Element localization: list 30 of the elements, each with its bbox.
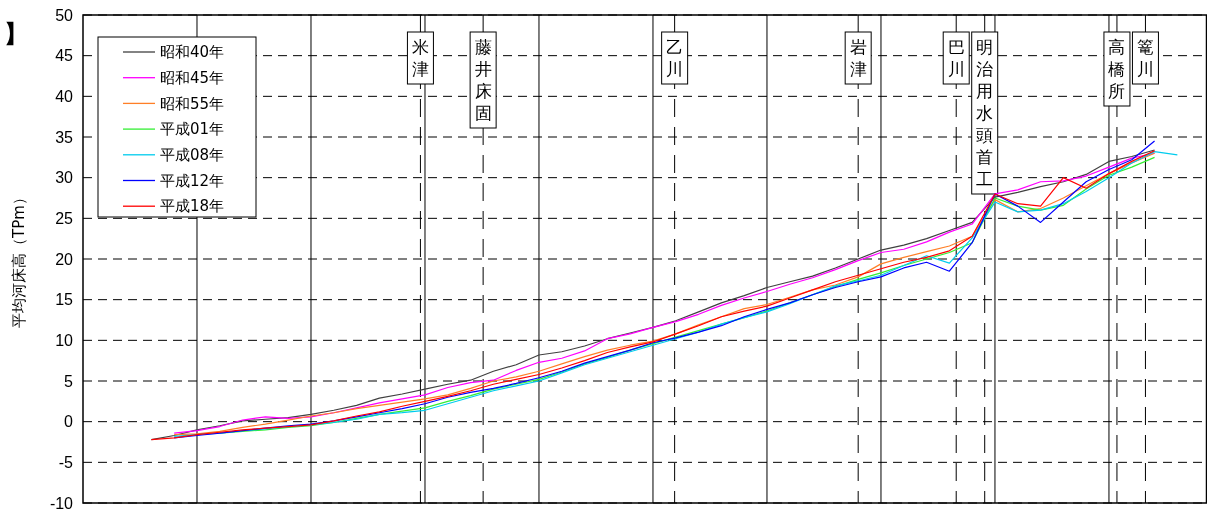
y-tick-label: 50 [55, 6, 74, 24]
legend-label: 平成18年 [160, 197, 225, 216]
y-tick-label: -5 [58, 453, 74, 471]
annotation: 岩津 [849, 37, 867, 79]
legend-label: 昭和55年 [160, 94, 225, 113]
y-tick-label: 20 [55, 250, 74, 268]
annotation: 高橋所 [1108, 37, 1126, 101]
y-tick-label: 0 [64, 413, 74, 431]
annotation: 乙川 [666, 37, 684, 79]
y-tick-label: 45 [55, 47, 74, 65]
annotation: 米津 [411, 37, 429, 79]
legend-label: 昭和40年 [160, 43, 225, 62]
annotation: 藤井床固 [474, 37, 492, 123]
legend-label: 平成08年 [160, 146, 225, 165]
annotation: 巴川 [947, 37, 965, 79]
y-tick-label: 30 [55, 169, 74, 187]
y-tick-label: 40 [55, 87, 74, 105]
annotation: 篭川 [1136, 37, 1154, 79]
text: 】 [4, 20, 28, 48]
y-tick-label: 5 [64, 372, 74, 390]
y-tick-label: 25 [55, 209, 74, 227]
y-tick-label: -10 [49, 494, 74, 512]
y-tick-label: 10 [55, 331, 74, 349]
y-tick-label: 15 [55, 291, 74, 309]
annotation: 明治用水頭首工 [976, 37, 994, 189]
legend-label: 昭和45年 [160, 68, 225, 87]
legend-label: 平成12年 [160, 171, 225, 190]
y-axis-title: 平均河床高（TPm） [10, 190, 28, 328]
y-tick-label: 35 [55, 128, 74, 146]
legend-label: 平成01年 [160, 120, 225, 139]
